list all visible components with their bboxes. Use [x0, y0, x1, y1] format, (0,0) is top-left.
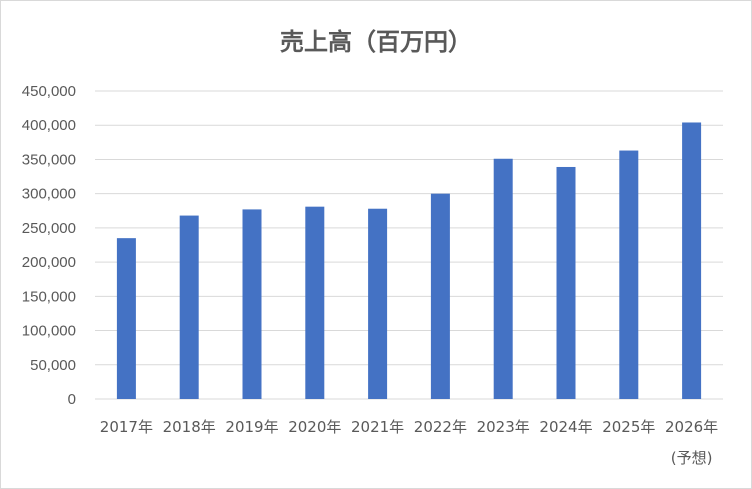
y-tick-label: 300,000 — [22, 186, 76, 203]
y-tick-label: 100,000 — [22, 323, 76, 340]
x-tick-label: 2017年 — [100, 418, 153, 436]
y-tick-label: 350,000 — [22, 151, 76, 168]
y-tick-label: 0 — [68, 391, 76, 408]
y-tick-label: 450,000 — [22, 83, 76, 100]
x-tick-label: 2021年 — [351, 418, 404, 436]
bar — [116, 238, 136, 399]
bar — [682, 122, 702, 400]
bar — [368, 208, 388, 399]
y-tick-label: 150,000 — [22, 288, 76, 305]
bar — [493, 158, 513, 399]
x-tick-label: 2026年 — [665, 418, 718, 436]
x-tick-note: (予想) — [671, 449, 713, 467]
x-tick-label: 2020年 — [288, 418, 341, 436]
bar — [179, 215, 199, 399]
y-tick-label: 250,000 — [22, 220, 76, 237]
x-tick-label: 2024年 — [539, 418, 592, 436]
y-tick-label: 50,000 — [30, 357, 76, 374]
bar — [619, 150, 639, 399]
x-tick-label: 2025年 — [602, 418, 655, 436]
bar — [430, 193, 450, 399]
bar — [242, 209, 262, 399]
y-tick-label: 200,000 — [22, 254, 76, 271]
chart-title: 売上高（百万円） — [280, 28, 472, 56]
x-tick-label: 2022年 — [414, 418, 467, 436]
x-tick-label: 2023年 — [477, 418, 530, 436]
x-tick-label: 2018年 — [163, 418, 216, 436]
bar — [305, 206, 325, 399]
bar — [556, 166, 576, 399]
x-tick-label: 2019年 — [225, 418, 278, 436]
y-tick-label: 400,000 — [22, 117, 76, 134]
